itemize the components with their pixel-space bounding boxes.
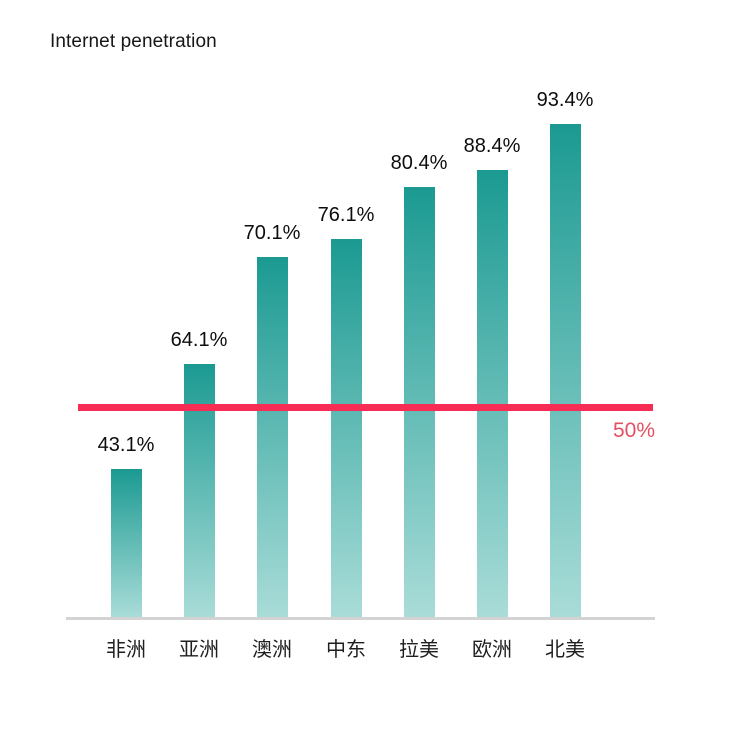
bar-value-label: 93.4% xyxy=(536,89,594,111)
x-axis-label: 拉美 xyxy=(399,639,439,661)
bar-value-label: 76.1% xyxy=(317,204,375,226)
bar xyxy=(403,187,435,617)
x-axis-label: 亚洲 xyxy=(179,639,219,661)
chart-title: Internet penetration xyxy=(50,31,217,52)
reference-line-50 xyxy=(78,404,653,411)
bar-value-label: 64.1% xyxy=(170,329,228,351)
bar-value-label: 70.1% xyxy=(243,222,301,244)
x-axis-label: 欧洲 xyxy=(472,639,512,661)
bar-value-label: 88.4% xyxy=(463,135,521,157)
bar-value-label: 80.4% xyxy=(390,152,448,174)
x-axis-label: 澳洲 xyxy=(252,639,292,661)
x-axis-label: 北美 xyxy=(545,639,585,661)
bar xyxy=(330,239,362,617)
bar xyxy=(110,469,142,617)
bar xyxy=(256,257,288,617)
x-axis-line xyxy=(66,617,655,620)
bar xyxy=(183,364,215,617)
reference-line-label: 50% xyxy=(612,419,655,442)
x-axis-label: 中东 xyxy=(326,639,366,661)
bar xyxy=(549,124,581,617)
bar xyxy=(476,170,508,617)
bar-value-label: 43.1% xyxy=(97,434,155,456)
x-axis-label: 非洲 xyxy=(106,639,146,661)
